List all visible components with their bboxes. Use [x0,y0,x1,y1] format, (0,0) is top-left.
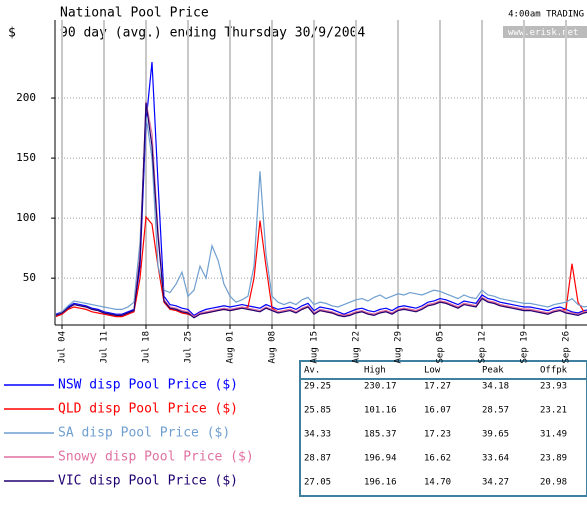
table-header: High [364,366,386,376]
table-cell: 196.16 [364,478,397,488]
table-cell: 185.37 [364,430,397,440]
legend-label: QLD disp Pool Price ($) [58,402,238,417]
x-tick-label: Sep 19 [520,331,530,364]
legend-label: Snowy disp Pool Price ($) [58,450,254,465]
table-cell: 16.07 [424,406,451,416]
table-cell: 16.62 [424,454,451,464]
table-cell: 39.65 [482,430,509,440]
x-tick-label: Aug 29 [394,331,404,364]
chart-title: National Pool Price [60,6,209,21]
legend: NSW disp Pool Price ($) QLD disp Pool Pri… [4,378,254,489]
series-line [55,61,587,317]
table-cell: 27.05 [304,478,331,488]
table-cell: 34.33 [304,430,331,440]
table-cell: 17.27 [424,382,451,392]
x-tick-label: Jul 11 [100,331,110,364]
grid [55,20,587,325]
series-line [55,115,587,316]
table-cell: 23.89 [540,454,567,464]
table-cell: 101.16 [364,406,397,416]
legend-label: NSW disp Pool Price ($) [58,378,238,393]
x-tick-label: Aug 15 [310,331,320,364]
table-header: Peak [482,366,504,376]
table-cell: 34.18 [482,382,509,392]
legend-label: VIC disp Pool Price ($) [58,474,238,489]
table-cell: 14.70 [424,478,451,488]
table-header: Low [424,366,441,376]
table-body: Av. High Low Peak Offpk 29.25 230.17 17.27 34.18… [304,366,568,488]
table-cell: 31.49 [540,430,567,440]
y-tick-label: 150 [16,151,36,164]
x-tick-label: Sep 05 [436,331,446,364]
y-tick-label: 100 [16,211,36,224]
table-cell: 17.23 [424,430,451,440]
x-tick-label: Aug 01 [226,331,236,364]
table-cell: 230.17 [364,382,397,392]
table-cell: 25.85 [304,406,331,416]
legend-label: SA disp Pool Price ($) [58,426,230,441]
plot-lines [55,61,587,319]
table-cell: 34.27 [482,478,509,488]
table-header: Av. [304,366,320,376]
timestamp: 4:00am TRADING [508,10,584,20]
x-tick-label: Aug 22 [352,331,362,364]
table-cell: 29.25 [304,382,331,392]
y-axis-label: $ [8,26,16,41]
table-cell: 23.93 [540,382,567,392]
x-tick-label: Jul 25 [184,331,194,364]
series-line [55,102,587,319]
table-cell: 28.87 [304,454,331,464]
y-tick-label: 50 [23,271,36,284]
source: www.erisk.net [508,28,578,38]
x-tick-label: Jul 18 [142,331,152,364]
chart-subtitle: 90 day (avg.) ending Thursday 30/9/2004 [60,26,365,41]
x-tick-label: Sep 12 [478,331,488,364]
stats-table [299,360,587,497]
table-header: Offpk [540,366,568,376]
table-cell: 196.94 [364,454,397,464]
table-cell: 28.57 [482,406,509,416]
y-tick-label: 200 [16,91,36,104]
x-tick-label: Sep 26 [562,331,572,364]
table-cell: 33.64 [482,454,509,464]
x-tick-label: Aug 08 [268,331,278,364]
table-cell: 20.98 [540,478,567,488]
x-tick-label: Jul 04 [58,331,68,364]
table-cell: 23.21 [540,406,567,416]
